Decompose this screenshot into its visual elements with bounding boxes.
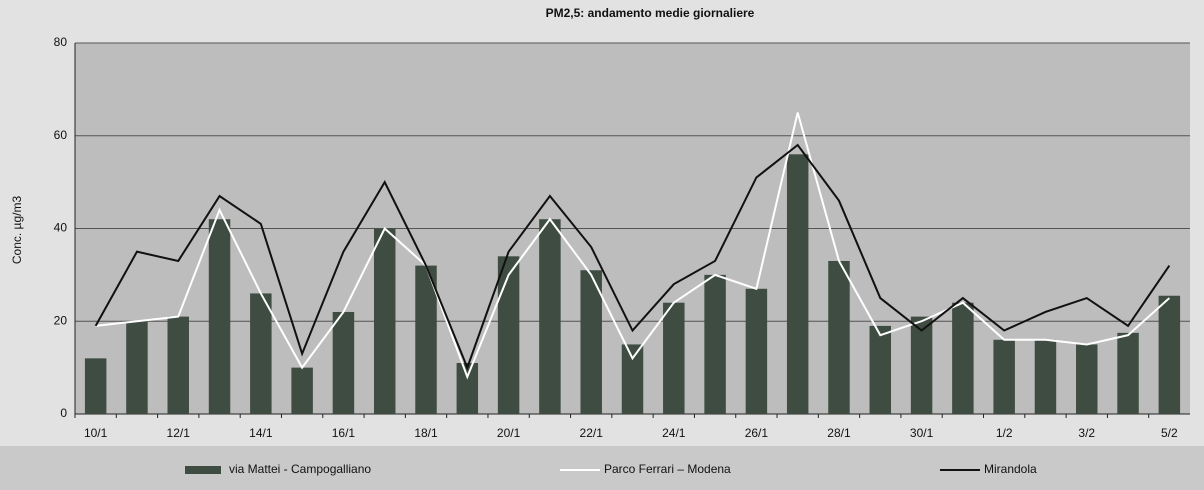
x-tick-label: 1/2 bbox=[996, 426, 1013, 440]
bar bbox=[869, 325, 892, 414]
x-tick-label: 10/1 bbox=[84, 426, 108, 440]
x-tick-label: 14/1 bbox=[249, 426, 273, 440]
y-tick-label: 0 bbox=[60, 406, 67, 420]
x-tick-label: 20/1 bbox=[497, 426, 521, 440]
x-tick-label: 26/1 bbox=[745, 426, 769, 440]
x-tick-label: 5/2 bbox=[1161, 426, 1178, 440]
x-tick-label: 3/2 bbox=[1078, 426, 1095, 440]
bar bbox=[993, 339, 1015, 414]
bar bbox=[291, 367, 313, 414]
y-axis-label: Conc. µg/m3 bbox=[10, 196, 24, 265]
x-tick-label: 16/1 bbox=[332, 426, 356, 440]
bar bbox=[497, 256, 520, 414]
bar bbox=[126, 321, 148, 414]
bar bbox=[786, 154, 809, 415]
x-tick-label: 22/1 bbox=[580, 426, 604, 440]
bar bbox=[1034, 339, 1057, 414]
bar bbox=[332, 311, 355, 414]
bar bbox=[621, 344, 644, 414]
bar bbox=[84, 358, 107, 414]
bar bbox=[828, 260, 850, 414]
x-tick-label: 24/1 bbox=[662, 426, 686, 440]
bar bbox=[373, 228, 396, 414]
legend-label: via Mattei - Campogalliano bbox=[229, 462, 371, 476]
bar bbox=[208, 219, 231, 414]
bar bbox=[250, 293, 272, 414]
bar bbox=[415, 265, 437, 414]
y-tick-label: 80 bbox=[54, 35, 68, 49]
bar bbox=[704, 274, 726, 414]
line-series bbox=[95, 112, 1171, 380]
y-tick-label: 40 bbox=[54, 221, 68, 235]
bar bbox=[539, 219, 561, 414]
line-series bbox=[94, 143, 1171, 371]
bar bbox=[1117, 332, 1139, 414]
y-tick-label: 20 bbox=[54, 313, 68, 327]
bar bbox=[1076, 344, 1098, 414]
bar bbox=[663, 302, 685, 414]
legend-label: Mirandola bbox=[984, 462, 1037, 476]
bar bbox=[745, 288, 768, 414]
legend-swatch bbox=[185, 466, 221, 474]
chart-title: PM2,5: andamento medie giornaliere bbox=[546, 6, 755, 20]
legend-label: Parco Ferrari – Modena bbox=[604, 462, 731, 476]
bar bbox=[952, 302, 974, 414]
bar bbox=[580, 270, 602, 414]
bar bbox=[1158, 295, 1181, 414]
x-tick-label: 18/1 bbox=[414, 426, 438, 440]
x-tick-label: 12/1 bbox=[167, 426, 191, 440]
bar bbox=[456, 362, 479, 414]
x-tick-label: 28/1 bbox=[827, 426, 851, 440]
bar bbox=[910, 316, 933, 414]
y-tick-label: 60 bbox=[54, 128, 68, 142]
x-tick-label: 30/1 bbox=[910, 426, 934, 440]
bar bbox=[167, 316, 189, 414]
